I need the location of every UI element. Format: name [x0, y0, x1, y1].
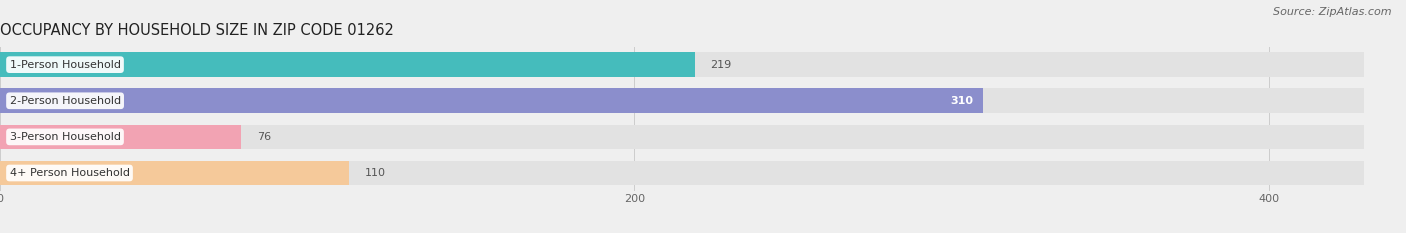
Text: Source: ZipAtlas.com: Source: ZipAtlas.com	[1274, 7, 1392, 17]
Bar	[0, 125, 1364, 149]
Text: 310: 310	[950, 96, 974, 106]
Bar	[0, 161, 1364, 185]
Bar	[0, 52, 695, 77]
Bar	[0, 89, 1364, 113]
Text: 219: 219	[710, 60, 731, 70]
Text: 76: 76	[257, 132, 271, 142]
Text: 110: 110	[364, 168, 385, 178]
Text: 4+ Person Household: 4+ Person Household	[10, 168, 129, 178]
Text: OCCUPANCY BY HOUSEHOLD SIZE IN ZIP CODE 01262: OCCUPANCY BY HOUSEHOLD SIZE IN ZIP CODE …	[0, 24, 394, 38]
Text: 3-Person Household: 3-Person Household	[10, 132, 121, 142]
Bar	[0, 89, 983, 113]
Text: 2-Person Household: 2-Person Household	[10, 96, 121, 106]
Bar	[0, 125, 240, 149]
Bar	[0, 52, 1364, 77]
Text: 1-Person Household: 1-Person Household	[10, 60, 121, 70]
Bar	[0, 161, 349, 185]
